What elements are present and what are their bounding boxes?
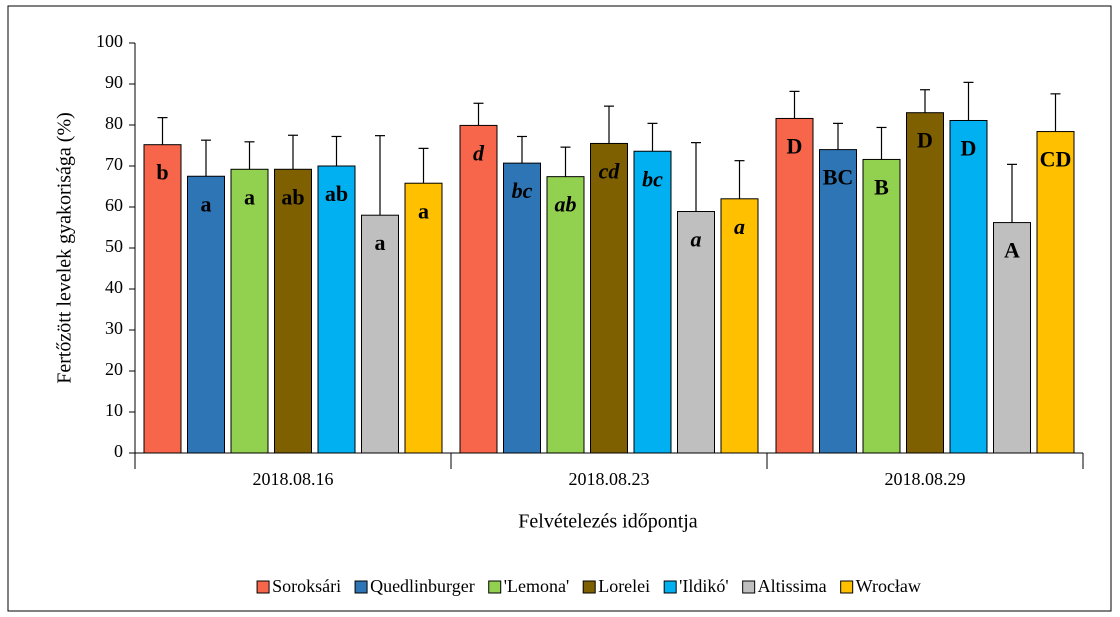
legend-label: 'Lemona' — [504, 576, 569, 596]
y-tick-label: 100 — [96, 31, 123, 51]
bar — [775, 117, 814, 454]
y-tick-label: 0 — [114, 441, 123, 461]
y-tick-label: 90 — [105, 72, 123, 92]
bar — [906, 112, 944, 454]
bar — [720, 198, 759, 454]
bar — [862, 158, 901, 454]
bar — [230, 168, 269, 454]
significance-label: a — [418, 198, 429, 223]
significance-label: a — [375, 230, 386, 255]
significance-label: ab — [555, 192, 577, 217]
bar — [590, 142, 628, 454]
bar — [546, 176, 585, 454]
bar — [274, 168, 312, 454]
legend-swatch — [742, 580, 756, 594]
significance-label: D — [961, 136, 977, 161]
legend-swatch — [256, 580, 270, 594]
x-axis-label: Felvételezés időpontja — [518, 511, 698, 533]
significance-label: a — [201, 191, 212, 216]
bar — [993, 222, 1031, 454]
chart-frame — [7, 5, 1112, 612]
legend-label: Altissima — [758, 576, 827, 596]
legend-label: Soroksári — [272, 576, 341, 596]
bar — [187, 175, 225, 454]
significance-label: B — [874, 174, 889, 199]
legend-label: Wrocław — [856, 576, 921, 596]
significance-label: d — [473, 140, 485, 165]
bar — [143, 144, 182, 454]
significance-label: b — [156, 160, 168, 185]
significance-label: D — [787, 133, 803, 158]
bar — [404, 182, 443, 454]
y-tick-label: 60 — [105, 195, 123, 215]
significance-label: ab — [325, 181, 348, 206]
y-tick-label: 50 — [105, 236, 123, 256]
significance-label: A — [1004, 238, 1020, 263]
x-tick-label: 2018.08.23 — [569, 469, 650, 489]
bar — [317, 165, 356, 454]
significance-label: D — [917, 128, 933, 153]
bar — [633, 150, 672, 454]
bar — [459, 124, 498, 454]
significance-label: a — [691, 227, 702, 252]
legend-swatch — [582, 580, 596, 594]
legend-swatch — [488, 580, 502, 594]
legend-swatch — [840, 580, 854, 594]
legend-label: 'Ildikó' — [679, 576, 728, 596]
significance-label: cd — [599, 158, 621, 183]
y-tick-label: 80 — [105, 113, 123, 133]
legend: Soroksári Quedlinburger 'Lemona' Lorelei 'Il… — [256, 576, 921, 596]
y-tick-label: 70 — [105, 154, 123, 174]
legend-swatch — [354, 580, 368, 594]
bar — [949, 119, 988, 454]
bar — [1036, 131, 1075, 454]
x-tick-label: 2018.08.16 — [253, 469, 334, 489]
y-tick-label: 30 — [105, 318, 123, 338]
bar — [819, 149, 857, 454]
significance-label: ab — [281, 184, 304, 209]
significance-label: CD — [1040, 147, 1072, 172]
y-tick-label: 40 — [105, 277, 123, 297]
significance-label: a — [734, 214, 745, 239]
y-tick-label: 10 — [105, 400, 123, 420]
significance-label: a — [244, 184, 255, 209]
bar — [503, 162, 541, 454]
legend-swatch — [663, 580, 677, 594]
significance-label: BC — [823, 165, 854, 190]
legend-label: Lorelei — [598, 576, 650, 596]
significance-label: bc — [642, 166, 663, 191]
x-tick-label: 2018.08.29 — [885, 469, 966, 489]
y-axis-label: Fertőzött levelek gyakorisága (%) — [54, 112, 76, 384]
significance-label: bc — [512, 178, 533, 203]
y-tick-label: 20 — [105, 359, 123, 379]
legend-label: Quedlinburger — [370, 576, 475, 596]
